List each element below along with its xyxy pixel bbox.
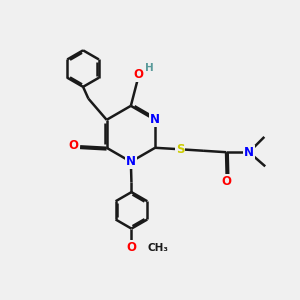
Text: S: S: [176, 143, 184, 156]
Text: O: O: [222, 175, 232, 188]
Text: N: N: [126, 155, 136, 168]
Text: O: O: [127, 241, 136, 254]
Text: O: O: [133, 68, 143, 81]
Text: N: N: [244, 146, 254, 159]
Text: CH₃: CH₃: [148, 243, 169, 253]
Text: O: O: [69, 139, 79, 152]
Text: H: H: [145, 63, 154, 73]
Text: N: N: [150, 113, 160, 126]
